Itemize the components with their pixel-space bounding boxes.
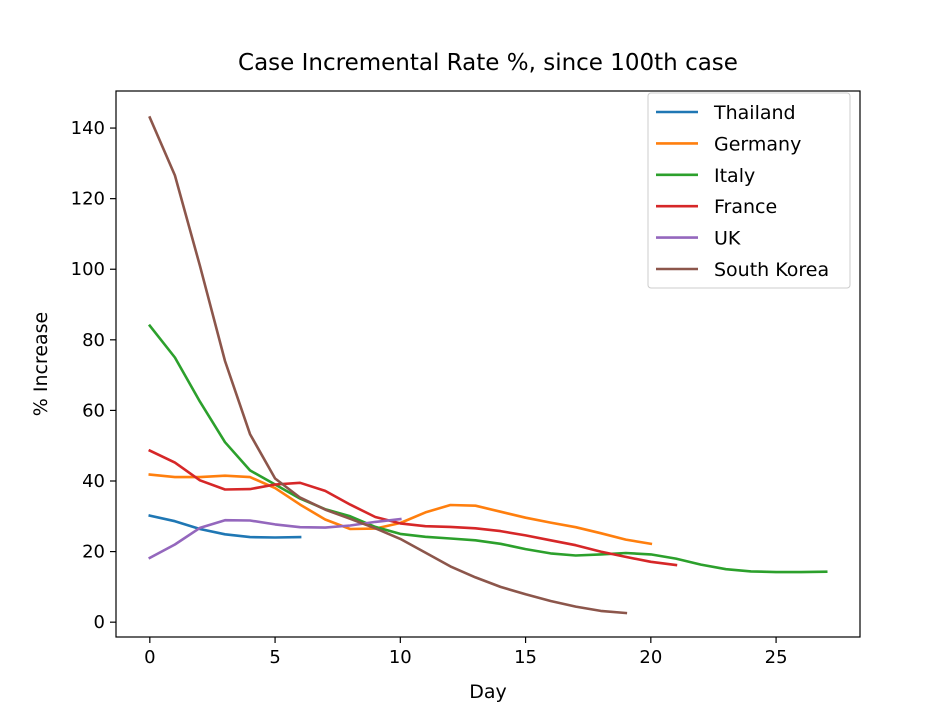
legend-label: Italy [714, 165, 755, 187]
legend-box [647, 92, 851, 289]
plot-frame [115, 90, 861, 638]
x-tick-label: 25 [765, 647, 788, 668]
x-tick-label: 10 [389, 647, 412, 668]
y-tick-label: 40 [82, 471, 105, 492]
legend: Thailand Germany Italy France UK South Korea [647, 92, 851, 289]
x-tick-label: 15 [514, 647, 537, 668]
y-tick-label: 20 [82, 542, 105, 563]
y-axis-label: % Increase [30, 312, 52, 417]
y-tick-label: 100 [71, 259, 105, 280]
series-line-uk [148, 517, 402, 560]
legend-label: South Korea [714, 259, 829, 281]
x-axis-ticks: 0 5 10 15 20 25 [144, 637, 788, 668]
y-tick-label: 120 [71, 189, 105, 210]
x-tick-label: 0 [144, 647, 155, 668]
legend-label: UK [714, 228, 741, 250]
series-line-south-korea [148, 115, 628, 615]
y-tick-label: 60 [82, 400, 105, 421]
x-axis-label: Day [469, 681, 507, 703]
y-tick-label: 140 [71, 118, 105, 139]
y-tick-label: 80 [82, 330, 105, 351]
legend-label: Germany [714, 133, 801, 155]
series-line-france [148, 448, 678, 567]
legend-label: France [714, 196, 777, 218]
legend-label: Thailand [713, 102, 796, 124]
series-line-italy [147, 323, 828, 574]
y-tick-label: 0 [94, 612, 105, 633]
series-lines [147, 115, 828, 615]
chart-title: Case Incremental Rate %, since 100th cas… [238, 50, 738, 76]
y-axis-ticks: 0 20 40 60 80 100 120 140 [71, 118, 116, 633]
series-line-thailand [148, 514, 302, 539]
x-tick-label: 20 [639, 647, 662, 668]
x-tick-label: 5 [269, 647, 280, 668]
